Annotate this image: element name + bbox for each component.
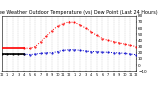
Title: Milwaukee Weather Outdoor Temperature (vs) Dew Point (Last 24 Hours): Milwaukee Weather Outdoor Temperature (v… xyxy=(0,10,158,15)
